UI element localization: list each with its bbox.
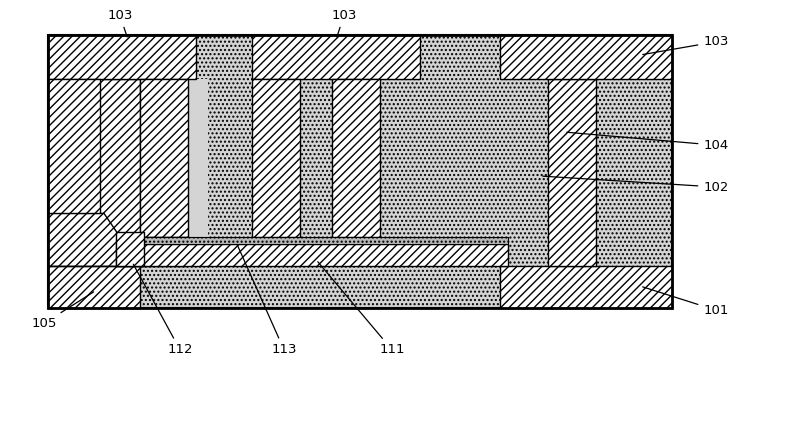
Bar — [116, 232, 144, 266]
Bar — [48, 79, 208, 266]
Text: 105: 105 — [31, 292, 94, 330]
Text: 103: 103 — [107, 9, 133, 37]
Text: 113: 113 — [237, 245, 297, 356]
Bar — [48, 79, 208, 266]
Text: 102: 102 — [542, 176, 729, 194]
Bar — [252, 79, 300, 237]
Bar — [48, 79, 140, 266]
Text: 111: 111 — [318, 262, 405, 356]
Bar — [48, 79, 100, 213]
Text: 104: 104 — [566, 132, 729, 152]
Text: 101: 101 — [642, 287, 729, 317]
Bar — [48, 266, 140, 308]
Bar — [252, 35, 420, 79]
Bar — [116, 237, 508, 244]
Bar — [332, 79, 380, 237]
Bar — [48, 35, 672, 308]
Bar — [48, 35, 196, 79]
Bar — [116, 244, 508, 266]
Bar — [500, 266, 672, 308]
Bar — [548, 79, 596, 266]
Text: 112: 112 — [134, 264, 193, 356]
Text: 103: 103 — [331, 9, 357, 37]
Bar — [140, 237, 188, 266]
Text: 103: 103 — [642, 35, 729, 55]
Bar — [500, 35, 672, 79]
Bar — [140, 79, 188, 237]
Polygon shape — [48, 213, 140, 266]
Bar — [48, 35, 672, 308]
